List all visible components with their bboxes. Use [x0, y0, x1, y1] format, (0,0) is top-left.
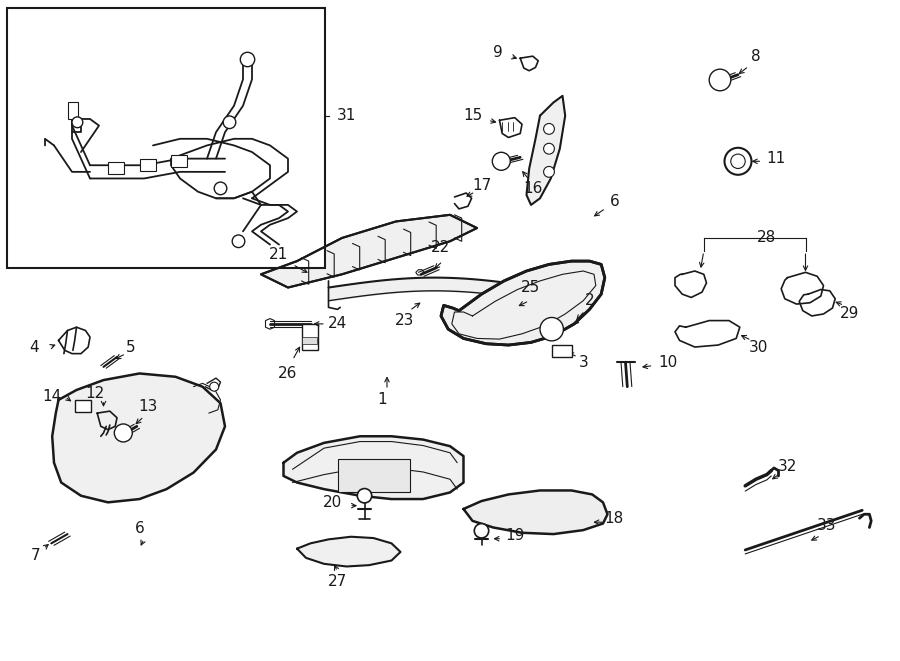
Bar — [68, 102, 78, 119]
Text: 29: 29 — [840, 307, 860, 321]
Bar — [302, 337, 317, 344]
Circle shape — [724, 148, 751, 175]
Polygon shape — [266, 319, 274, 329]
Text: 15: 15 — [463, 108, 482, 123]
Text: 9: 9 — [493, 46, 502, 60]
Circle shape — [709, 69, 731, 91]
Text: 8: 8 — [752, 49, 760, 63]
Text: 30: 30 — [749, 340, 769, 354]
Circle shape — [544, 167, 554, 177]
Polygon shape — [416, 270, 424, 275]
Circle shape — [474, 524, 489, 538]
Text: 1: 1 — [378, 393, 387, 407]
Bar — [75, 400, 91, 412]
Polygon shape — [526, 96, 565, 205]
Text: 32: 32 — [778, 459, 797, 473]
Polygon shape — [284, 436, 464, 499]
Text: 25: 25 — [521, 280, 541, 295]
Circle shape — [223, 116, 236, 129]
Bar — [171, 155, 187, 167]
Text: 6: 6 — [610, 194, 619, 209]
Circle shape — [544, 143, 554, 154]
Circle shape — [479, 304, 497, 323]
Text: 12: 12 — [85, 386, 104, 401]
Circle shape — [357, 488, 372, 503]
Text: 7: 7 — [32, 548, 40, 563]
Text: 28: 28 — [757, 231, 777, 245]
Text: 14: 14 — [42, 389, 62, 404]
Circle shape — [114, 424, 132, 442]
Polygon shape — [52, 373, 225, 502]
Circle shape — [232, 235, 245, 248]
Text: 4: 4 — [30, 340, 39, 354]
Text: 16: 16 — [523, 181, 543, 196]
Polygon shape — [464, 490, 608, 534]
Text: 31: 31 — [337, 108, 356, 123]
Text: 24: 24 — [328, 317, 347, 331]
Polygon shape — [261, 215, 477, 288]
Circle shape — [240, 52, 255, 67]
Text: 33: 33 — [816, 518, 836, 533]
Text: 10: 10 — [658, 355, 678, 369]
Text: 20: 20 — [323, 495, 343, 510]
Text: 23: 23 — [395, 313, 415, 328]
Bar — [108, 162, 124, 174]
Text: 19: 19 — [505, 528, 525, 543]
Circle shape — [210, 382, 219, 391]
Text: 6: 6 — [135, 522, 144, 536]
Text: 22: 22 — [431, 241, 451, 255]
Text: 5: 5 — [126, 340, 135, 354]
Polygon shape — [441, 261, 605, 345]
Circle shape — [540, 317, 563, 341]
Circle shape — [731, 154, 745, 169]
Circle shape — [492, 152, 510, 171]
Bar — [7, 8, 325, 268]
Polygon shape — [297, 537, 400, 566]
Text: 26: 26 — [278, 366, 298, 381]
Text: 18: 18 — [604, 512, 624, 526]
Bar — [140, 159, 156, 171]
Bar — [302, 324, 318, 350]
Text: 21: 21 — [269, 247, 289, 262]
Text: 27: 27 — [328, 574, 347, 589]
Bar — [552, 345, 572, 357]
Text: 11: 11 — [766, 151, 786, 166]
Circle shape — [214, 182, 227, 195]
Text: 3: 3 — [579, 355, 588, 369]
Text: 17: 17 — [472, 178, 491, 192]
Bar — [338, 459, 410, 492]
Text: 13: 13 — [139, 399, 158, 414]
Circle shape — [544, 124, 554, 134]
Text: 2: 2 — [585, 293, 594, 308]
Circle shape — [72, 117, 83, 128]
